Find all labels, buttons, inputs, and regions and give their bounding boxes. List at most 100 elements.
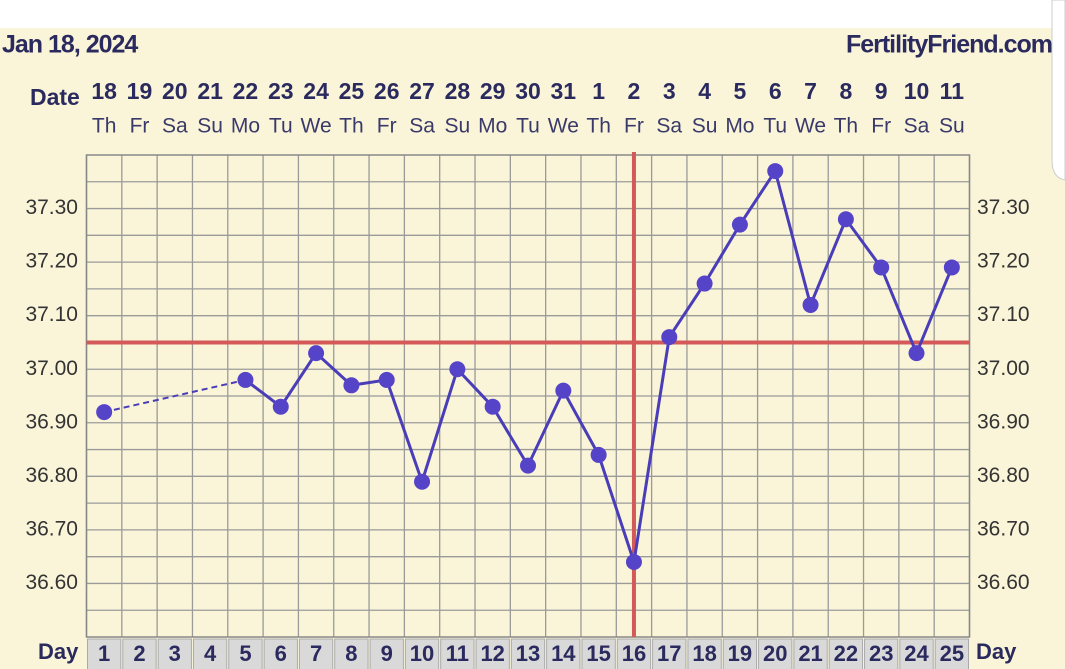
y-tick-label: 37.20 (25, 250, 78, 273)
weekday-label: Su (445, 115, 471, 138)
weekday-label: Th (339, 115, 364, 138)
x-tick-label: 22 (834, 641, 858, 666)
x-tick-label: 9 (381, 641, 393, 666)
x-tick-label: 17 (657, 641, 681, 666)
weekday-label: Su (939, 115, 965, 138)
date-label: 29 (480, 78, 506, 104)
date-label: Date (30, 84, 80, 110)
weekday-label: Su (197, 115, 223, 138)
weekday-label: We (301, 115, 332, 138)
weekday-label: Su (692, 115, 718, 138)
temperature-point (449, 361, 466, 378)
temperature-point (661, 329, 678, 346)
date-label: 5 (734, 78, 747, 104)
y-tick-label: 36.70 (25, 517, 78, 540)
date-label: 9 (875, 78, 888, 104)
date-label: 7 (804, 78, 817, 104)
date-label: 18 (91, 78, 117, 104)
temperature-point (520, 457, 536, 474)
temperature-point (272, 398, 289, 415)
date-label: 21 (197, 78, 223, 104)
date-label: 26 (374, 78, 400, 104)
temperature-point (696, 275, 713, 292)
day-cell (899, 638, 934, 669)
temperature-point (343, 377, 360, 394)
temperature-point (237, 371, 254, 388)
temperature-point (555, 382, 572, 399)
plot-border (85, 154, 971, 638)
temperature-point (943, 259, 960, 276)
date-label: 22 (233, 78, 259, 104)
x-tick-label: 18 (692, 641, 716, 666)
y-tick-label: 36.60 (25, 571, 78, 594)
weekday-label: Sa (656, 115, 682, 138)
y-tick-label-right: 37.20 (977, 250, 1030, 273)
temperature-point (625, 554, 642, 571)
date-label: 4 (698, 78, 711, 104)
x-tick-label: 20 (763, 641, 787, 666)
date-label: 3 (663, 78, 676, 104)
temperature-point (590, 446, 607, 463)
x-tick-label: 1 (98, 641, 110, 666)
x-tick-label: 15 (586, 641, 610, 666)
x-tick-label: 8 (345, 641, 357, 666)
weekday-label: Fr (377, 115, 397, 138)
weekday-label: Fr (871, 115, 891, 138)
x-tick-label: 12 (480, 641, 504, 666)
weekday-label: Tu (516, 115, 540, 138)
day-cell (369, 638, 404, 669)
day-cell (228, 638, 263, 669)
weekday-label: Fr (624, 115, 644, 138)
day-cell (758, 638, 793, 669)
temperature-point (837, 211, 854, 228)
weekday-label: Sa (409, 115, 435, 138)
x-tick-label: 24 (904, 641, 929, 666)
date-label: 6 (769, 78, 782, 104)
y-tick-label: 37.10 (25, 303, 78, 326)
x-tick-label: 4 (204, 641, 217, 666)
temperature-point (308, 345, 325, 362)
temperature-point (908, 345, 925, 362)
weekday-label: We (795, 115, 826, 138)
temperature-point (731, 216, 748, 233)
date-label: 10 (904, 78, 930, 104)
background (0, 28, 1065, 669)
day-cell (122, 638, 157, 669)
x-tick-label: 6 (275, 641, 287, 666)
date-label: 28 (445, 78, 471, 104)
date-label: 2 (628, 78, 641, 104)
day-cell (934, 638, 969, 669)
day-cell (298, 638, 334, 669)
x-tick-label: 10 (410, 641, 434, 666)
day-cell (87, 638, 122, 669)
date-label: 30 (515, 78, 541, 104)
day-cell (510, 638, 546, 669)
day-cell (687, 638, 722, 669)
day-cell (192, 638, 228, 669)
day-cell (864, 638, 899, 669)
x-tick-label: 21 (798, 641, 822, 666)
y-tick-label-right: 37.00 (977, 357, 1030, 380)
x-tick-label: 23 (869, 641, 893, 666)
temperature-point (802, 296, 819, 313)
site-name: FertilityFriend.com (846, 31, 1052, 59)
weekday-label: Th (834, 115, 859, 138)
day-cell (722, 638, 758, 669)
weekday-label: Fr (130, 115, 150, 138)
y-tick-label: 37.30 (25, 196, 78, 219)
day-cell (263, 638, 298, 669)
day-cell (404, 638, 440, 669)
x-tick-label: 14 (551, 641, 576, 666)
y-tick-label: 37.00 (25, 357, 78, 380)
date-label: 23 (268, 78, 294, 104)
x-tick-label: 2 (133, 641, 145, 666)
day-cell (334, 638, 369, 669)
date-label: 24 (303, 78, 329, 104)
x-tick-label: 13 (516, 641, 540, 666)
date-label: 19 (127, 78, 153, 104)
temperature-point (484, 398, 501, 415)
gap-connector (103, 378, 246, 414)
y-tick-label-right: 36.90 (977, 410, 1030, 433)
weekday-label: Tu (763, 115, 787, 138)
temperature-point (414, 473, 431, 490)
